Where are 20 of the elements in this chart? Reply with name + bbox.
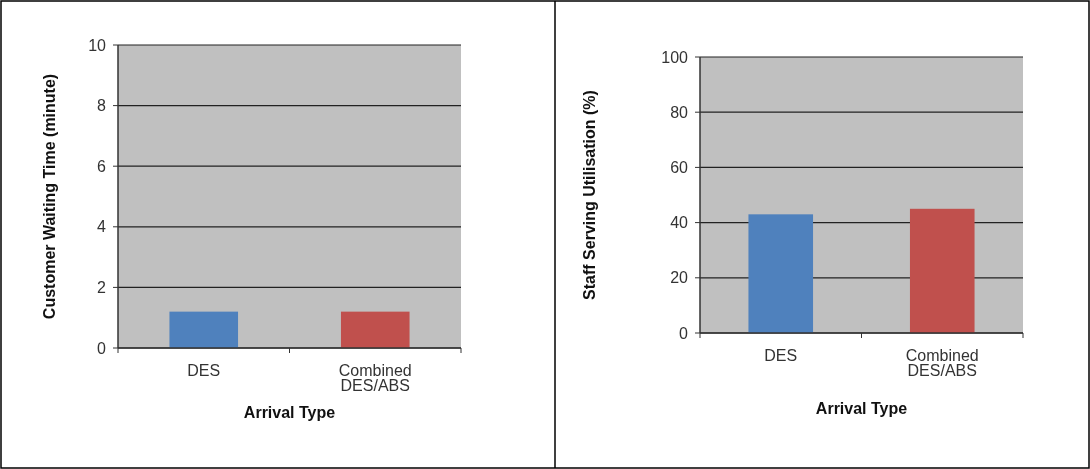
y-tick-label: 100 <box>661 48 689 66</box>
y-tick-label: 2 <box>97 279 107 296</box>
y-tick-label: 40 <box>670 214 689 232</box>
y-tick-label: 8 <box>97 97 107 115</box>
y-tick-label: 4 <box>97 218 107 236</box>
y-tick-label: 0 <box>679 324 689 342</box>
y-tick-label: 80 <box>670 103 689 121</box>
x-tick-label: Combined DES/ABS <box>338 362 412 394</box>
y-axis-title: Staff Serving Utilisation (%) <box>581 90 598 300</box>
y-tick-label: 10 <box>88 36 107 54</box>
y-tick-label: 60 <box>670 159 689 176</box>
x-axis-title: Arrival Type <box>815 400 908 417</box>
x-tick-label: DES <box>764 347 798 364</box>
x-tick-label: DES <box>187 362 221 379</box>
x-axis-title: Arrival Type <box>243 404 336 421</box>
y-tick-label: 6 <box>97 157 107 175</box>
y-tick-label: 20 <box>670 269 689 287</box>
y-tick-label: 0 <box>97 339 107 357</box>
x-tick-label: Combined DES/ABS <box>905 347 979 379</box>
y-axis-title: Customer Waiting Time (minute) <box>41 73 58 320</box>
